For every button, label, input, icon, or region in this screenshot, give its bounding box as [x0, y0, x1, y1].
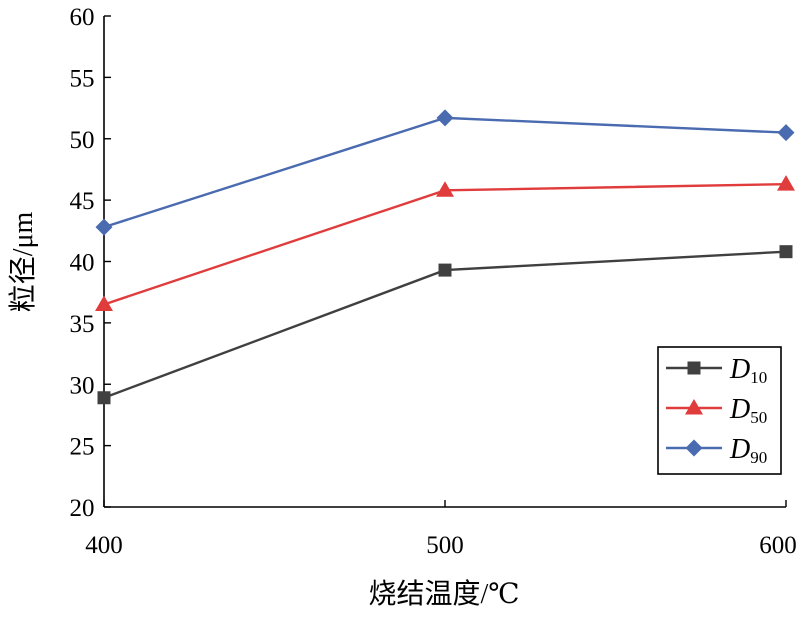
legend-label: D10 [729, 354, 767, 387]
series-line [103, 182, 787, 306]
y-tick-label: 55 [70, 65, 95, 92]
x-axis-title: 烧结温度/℃ [368, 578, 519, 610]
data-point [436, 109, 454, 127]
data-point [97, 391, 111, 405]
y-tick-label: 35 [70, 311, 95, 338]
x-tick-label: 500 [426, 532, 464, 559]
series-D90 [95, 109, 795, 236]
legend-marker [687, 361, 701, 375]
data-point [777, 124, 795, 142]
series-D10 [97, 245, 793, 405]
data-point [777, 175, 795, 191]
data-point [436, 181, 454, 197]
y-tick-label: 45 [70, 188, 95, 215]
data-point [95, 295, 113, 311]
legend: D10 D50 D90 [657, 346, 782, 475]
data-point [438, 263, 452, 277]
y-tick-label: 25 [70, 434, 95, 461]
series-line [103, 116, 787, 229]
legend-item: D10 [666, 354, 767, 387]
y-tick-label: 40 [70, 250, 95, 277]
x-tick-label: 400 [85, 532, 123, 559]
y-tick-label: 20 [70, 495, 95, 522]
legend-marker [685, 439, 703, 457]
y-tick-label: 60 [70, 4, 95, 31]
x-tick-label: 600 [759, 532, 797, 559]
series-D50 [95, 175, 795, 311]
series-layer [95, 109, 795, 405]
data-point [779, 245, 793, 259]
axes: 20 25 30 35 40 45 50 55 60 400 500 600 [70, 4, 797, 559]
legend-label: D90 [729, 434, 767, 467]
legend-item: D90 [666, 434, 767, 467]
y-tick-label: 30 [70, 372, 95, 399]
legend-item: D50 [666, 394, 767, 427]
y-tick-label: 50 [70, 127, 95, 154]
legend-label: D50 [729, 394, 767, 427]
legend-marker [685, 399, 703, 415]
y-axis-title: 粒径/μm [7, 211, 39, 312]
data-point [95, 218, 113, 236]
